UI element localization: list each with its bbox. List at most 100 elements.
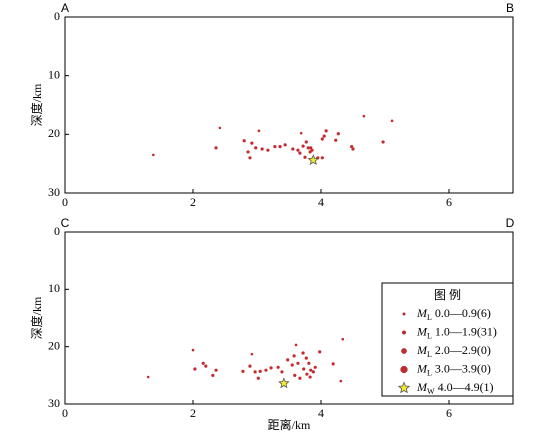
point xyxy=(201,361,205,365)
point xyxy=(299,131,303,135)
legend-label: MW 4.0—4.9(1) xyxy=(416,380,494,396)
point xyxy=(264,368,268,372)
legend-text: 1.0—1.9(31) xyxy=(432,324,497,338)
corner-label: A xyxy=(61,1,69,15)
legend-marker xyxy=(401,348,407,354)
point xyxy=(211,373,215,377)
legend-title: 图 例 xyxy=(434,288,461,302)
point xyxy=(303,155,307,159)
x-tick-label: 4 xyxy=(318,195,324,209)
point xyxy=(214,368,218,372)
point xyxy=(291,147,295,151)
point xyxy=(253,370,257,374)
point xyxy=(304,356,308,360)
point xyxy=(254,146,258,150)
point xyxy=(350,145,354,149)
point xyxy=(218,126,222,130)
point xyxy=(191,348,195,352)
x-tick-label: 4 xyxy=(318,406,324,420)
point xyxy=(260,147,264,151)
corner-label: B xyxy=(506,1,514,15)
point xyxy=(257,129,261,133)
point xyxy=(307,361,311,365)
legend-symbol: M xyxy=(416,324,428,338)
point xyxy=(298,151,302,155)
y-tick-label: 30 xyxy=(48,396,60,410)
legend-marker xyxy=(402,312,406,316)
point xyxy=(296,361,300,365)
legend-subscript: L xyxy=(427,331,432,340)
star-marker xyxy=(307,154,320,166)
point xyxy=(246,150,250,154)
point xyxy=(362,114,366,118)
point xyxy=(283,143,287,147)
y-tick-label: 0 xyxy=(54,224,60,238)
point xyxy=(305,372,309,376)
x-tick-label: 6 xyxy=(446,406,452,420)
point xyxy=(320,137,324,141)
point xyxy=(193,367,197,371)
point xyxy=(214,146,218,150)
legend-subscript: L xyxy=(427,350,432,359)
legend-label: ML 0.0—0.9(6) xyxy=(416,306,491,322)
x-tick-label: 2 xyxy=(190,195,196,209)
legend-text: 3.0—3.9(0) xyxy=(432,361,491,375)
point xyxy=(311,370,315,374)
point xyxy=(290,363,294,367)
point xyxy=(306,146,310,150)
legend-symbol: M xyxy=(416,380,428,394)
point xyxy=(256,376,260,380)
point xyxy=(381,140,385,144)
point xyxy=(146,375,150,379)
legend-text: 4.0—4.9(1) xyxy=(435,380,494,394)
point xyxy=(242,139,246,143)
point xyxy=(318,350,322,354)
point xyxy=(293,373,297,377)
point xyxy=(304,140,308,144)
legend-label: ML 3.0—3.9(0) xyxy=(416,361,491,377)
y-axis-label: 深度/km xyxy=(29,296,44,339)
x-axis-label: 距离/km xyxy=(268,417,311,432)
point xyxy=(308,375,312,379)
point xyxy=(250,352,254,356)
point xyxy=(334,138,338,142)
point xyxy=(294,343,298,347)
legend-label: ML 2.0—2.9(0) xyxy=(416,343,491,359)
legend-subscript: L xyxy=(427,313,432,322)
point xyxy=(269,366,273,370)
legend-text: 0.0—0.9(6) xyxy=(432,306,491,320)
point xyxy=(339,379,343,383)
y-tick-label: 20 xyxy=(48,338,60,352)
point xyxy=(296,148,300,152)
legend-subscript: W xyxy=(427,387,435,396)
legend-symbol: M xyxy=(416,361,428,375)
point xyxy=(324,129,328,133)
point xyxy=(292,354,296,358)
point xyxy=(309,146,313,150)
point xyxy=(278,145,282,149)
point xyxy=(302,367,306,371)
point xyxy=(276,365,280,369)
corner-label: D xyxy=(506,216,515,230)
y-tick-label: 10 xyxy=(48,281,60,295)
plot-frame xyxy=(64,16,514,194)
point xyxy=(280,370,284,374)
point xyxy=(301,144,305,148)
legend-symbol: M xyxy=(416,343,428,357)
point xyxy=(331,362,335,366)
point xyxy=(309,368,313,372)
point xyxy=(258,369,262,373)
star-marker xyxy=(278,377,290,389)
corner-label: C xyxy=(61,216,70,230)
legend-symbol: M xyxy=(416,306,428,320)
point xyxy=(341,337,345,341)
y-tick-label: 10 xyxy=(48,67,60,81)
y-tick-label: 30 xyxy=(48,185,60,199)
point xyxy=(313,365,317,369)
point xyxy=(336,132,340,136)
legend-box xyxy=(381,282,514,397)
point xyxy=(320,156,324,160)
legend-text: 2.0—2.9(0) xyxy=(432,343,491,357)
legend-subscript: L xyxy=(427,368,432,377)
point xyxy=(351,147,355,151)
